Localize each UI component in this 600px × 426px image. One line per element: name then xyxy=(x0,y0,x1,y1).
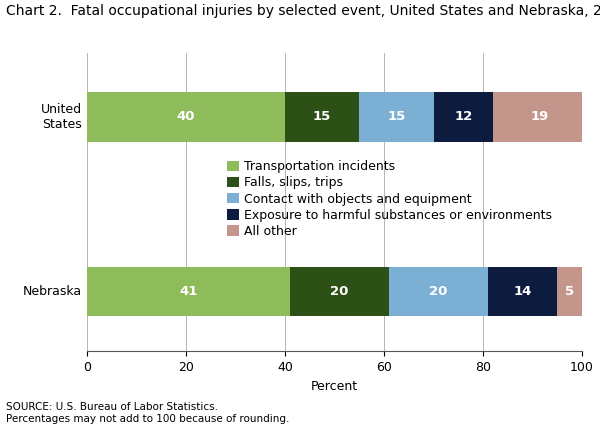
Text: 15: 15 xyxy=(387,110,406,124)
Bar xyxy=(359,92,433,141)
Text: Chart 2.  Fatal occupational injuries by selected event, United States and Nebra: Chart 2. Fatal occupational injuries by … xyxy=(6,4,600,18)
Text: 40: 40 xyxy=(177,110,195,124)
Text: 20: 20 xyxy=(429,285,448,298)
Bar xyxy=(87,267,290,317)
Bar xyxy=(389,267,488,317)
Bar xyxy=(557,267,582,317)
Text: 19: 19 xyxy=(531,110,549,124)
Text: 20: 20 xyxy=(330,285,349,298)
Text: 15: 15 xyxy=(313,110,331,124)
Bar xyxy=(87,92,285,141)
Bar xyxy=(433,92,493,141)
Text: 5: 5 xyxy=(565,285,574,298)
Bar xyxy=(290,267,389,317)
Text: SOURCE: U.S. Bureau of Labor Statistics.
Percentages may not add to 100 because : SOURCE: U.S. Bureau of Labor Statistics.… xyxy=(6,402,289,424)
Bar xyxy=(488,267,557,317)
X-axis label: Percent: Percent xyxy=(311,380,358,393)
Legend: Transportation incidents, Falls, slips, trips, Contact with objects and equipmen: Transportation incidents, Falls, slips, … xyxy=(227,160,553,238)
Bar xyxy=(285,92,359,141)
Bar xyxy=(493,92,587,141)
Text: 14: 14 xyxy=(514,285,532,298)
Text: 12: 12 xyxy=(454,110,472,124)
Text: 41: 41 xyxy=(179,285,197,298)
